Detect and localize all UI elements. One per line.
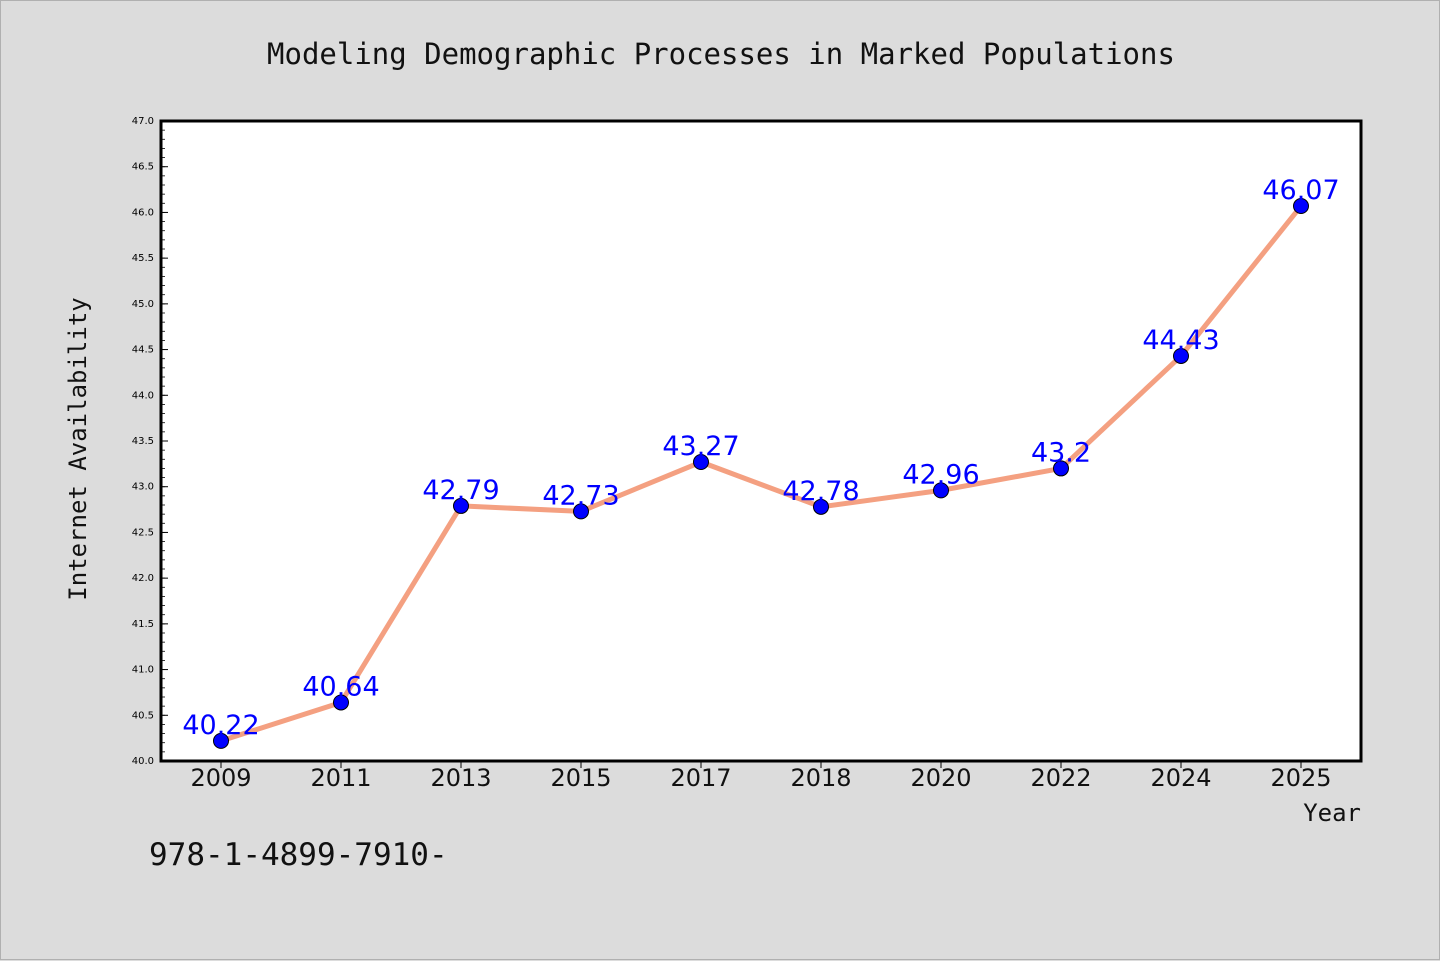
x-tick-label: 2018	[790, 764, 851, 792]
data-point	[693, 454, 709, 471]
data-point	[333, 694, 349, 711]
data-label: 40.64	[302, 671, 379, 702]
y-axis-label: Internet Availability	[64, 297, 92, 600]
y-tick-label: 41.5	[132, 619, 154, 630]
data-point	[1293, 198, 1309, 215]
x-tick-label: 2015	[550, 764, 611, 792]
data-label: 42.96	[902, 459, 979, 490]
y-tick-label: 42.0	[132, 573, 154, 584]
data-point	[453, 497, 469, 514]
plot-area	[159, 119, 1363, 763]
data-point	[1053, 460, 1069, 477]
data-label: 44.43	[1142, 325, 1219, 356]
data-label: 43.2	[1031, 437, 1091, 468]
data-point	[813, 498, 829, 515]
data-label: 40.22	[182, 710, 259, 741]
y-tick-label: 43.0	[132, 482, 154, 493]
x-tick-label: 2022	[1030, 764, 1091, 792]
data-label: 42.78	[782, 476, 859, 507]
y-axis: 40.0 40.5 41.0 41.5 42.0 42.5 43.0 43.5 44.0 44.5…	[132, 116, 168, 767]
data-label: 43.27	[662, 431, 739, 462]
y-tick-label: 41.0	[132, 665, 154, 676]
y-tick-label: 42.5	[132, 527, 154, 538]
data-point	[933, 482, 949, 499]
x-tick-label: 2024	[1150, 764, 1211, 792]
data-point	[573, 503, 589, 520]
y-tick-label: 40.5	[132, 710, 154, 721]
chart-title: Modeling Demographic Processes in Marked…	[267, 37, 1175, 71]
series-line	[218, 203, 1304, 744]
footer-code: 978-1-4899-7910-	[149, 837, 448, 873]
x-tick-label: 2013	[430, 764, 491, 792]
data-label: 42.73	[542, 480, 619, 511]
x-tick-label: 2011	[310, 764, 371, 792]
x-tick-label: 2017	[670, 764, 731, 792]
data-label: 42.79	[422, 475, 499, 506]
x-tick-label: 2009	[190, 764, 251, 792]
y-tick-label: 47.0	[132, 116, 154, 127]
y-tick-label: 44.0	[132, 390, 154, 401]
x-axis: 2009 2011 2013 2015 2017 2018 2020 2022 2024 2025	[190, 761, 1332, 792]
data-point	[1173, 347, 1189, 364]
y-tick-label: 46.5	[132, 162, 154, 173]
x-tick-label: 2025	[1270, 764, 1331, 792]
data-label: 46.07	[1262, 175, 1339, 206]
y-tick-label: 45.5	[132, 253, 154, 264]
y-tick-label: 43.5	[132, 436, 154, 447]
y-tick-label: 46.0	[132, 207, 154, 218]
y-tick-label: 45.0	[132, 299, 154, 310]
x-tick-label: 2020	[910, 764, 971, 792]
y-tick-label: 44.5	[132, 345, 154, 356]
data-point	[213, 732, 229, 749]
series-group	[213, 198, 1309, 749]
data-labels-group: 40.22 40.64 42.79 42.73 43.27 42.78 42.96 43.2 4…	[182, 175, 1339, 741]
y-tick-label: 40.0	[132, 756, 154, 767]
x-axis-label: Year	[1303, 799, 1361, 827]
